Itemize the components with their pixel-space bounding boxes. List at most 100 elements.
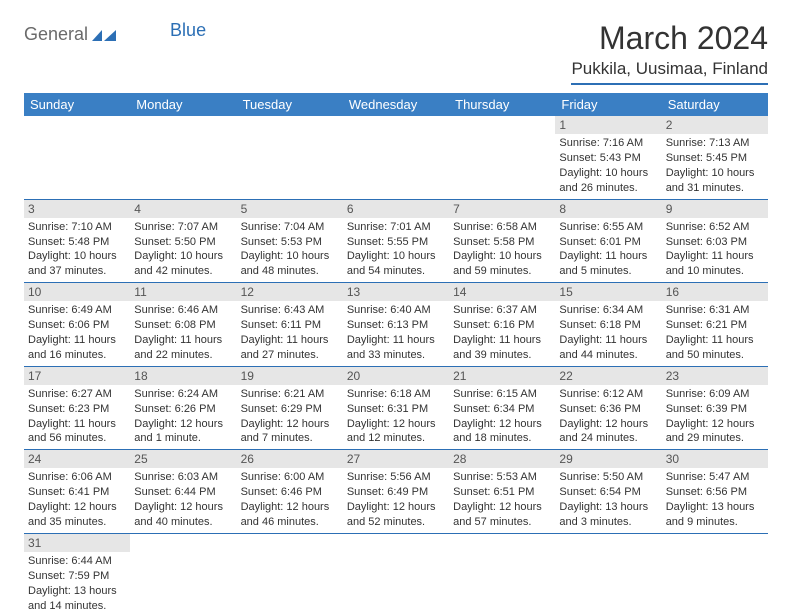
calendar-table: Sunday Monday Tuesday Wednesday Thursday… xyxy=(24,93,768,616)
sunset-text: Sunset: 5:53 PM xyxy=(241,235,339,250)
day-details: Sunrise: 6:27 AMSunset: 6:23 PMDaylight:… xyxy=(24,385,130,449)
daylight-text: Daylight: 13 hours and 9 minutes. xyxy=(666,500,764,530)
daylight-text: Daylight: 11 hours and 33 minutes. xyxy=(347,333,445,363)
day-number: 16 xyxy=(662,283,768,301)
sunset-text: Sunset: 6:21 PM xyxy=(666,318,764,333)
sunrise-text: Sunrise: 6:15 AM xyxy=(453,387,551,402)
sunrise-text: Sunrise: 6:52 AM xyxy=(666,220,764,235)
sunset-text: Sunset: 6:13 PM xyxy=(347,318,445,333)
sunrise-text: Sunrise: 6:24 AM xyxy=(134,387,232,402)
calendar-cell: 2Sunrise: 7:13 AMSunset: 5:45 PMDaylight… xyxy=(662,116,768,199)
daylight-text: Daylight: 11 hours and 56 minutes. xyxy=(28,417,126,447)
sunrise-text: Sunrise: 6:18 AM xyxy=(347,387,445,402)
day-details: Sunrise: 5:53 AMSunset: 6:51 PMDaylight:… xyxy=(449,468,555,532)
brand-logo: General Blue xyxy=(24,24,206,45)
day-details: Sunrise: 5:56 AMSunset: 6:49 PMDaylight:… xyxy=(343,468,449,532)
day-details: Sunrise: 6:09 AMSunset: 6:39 PMDaylight:… xyxy=(662,385,768,449)
calendar-cell: 23Sunrise: 6:09 AMSunset: 6:39 PMDayligh… xyxy=(662,366,768,450)
daylight-text: Daylight: 11 hours and 50 minutes. xyxy=(666,333,764,363)
calendar-cell: 26Sunrise: 6:00 AMSunset: 6:46 PMDayligh… xyxy=(237,450,343,534)
sunrise-text: Sunrise: 6:37 AM xyxy=(453,303,551,318)
calendar-cell: 28Sunrise: 5:53 AMSunset: 6:51 PMDayligh… xyxy=(449,450,555,534)
day-number: 7 xyxy=(449,200,555,218)
day-details: Sunrise: 7:13 AMSunset: 5:45 PMDaylight:… xyxy=(662,134,768,198)
day-details: Sunrise: 6:34 AMSunset: 6:18 PMDaylight:… xyxy=(555,301,661,365)
calendar-cell: 16 Sunrise: 6:31 AMSunset: 6:21 PMDayligh… xyxy=(662,283,768,367)
calendar-cell xyxy=(237,533,343,616)
calendar-cell: 7Sunrise: 6:58 AMSunset: 5:58 PMDaylight… xyxy=(449,199,555,283)
day-number: 8 xyxy=(555,200,661,218)
sunrise-text: Sunrise: 6:40 AM xyxy=(347,303,445,318)
calendar-cell: 21Sunrise: 6:15 AMSunset: 6:34 PMDayligh… xyxy=(449,366,555,450)
sunrise-text: Sunrise: 7:13 AM xyxy=(666,136,764,151)
calendar-cell xyxy=(662,533,768,616)
sunrise-text: Sunrise: 6:58 AM xyxy=(453,220,551,235)
daylight-text: Daylight: 12 hours and 24 minutes. xyxy=(559,417,657,447)
calendar-week-row: 17Sunrise: 6:27 AMSunset: 6:23 PMDayligh… xyxy=(24,366,768,450)
location-text: Pukkila, Uusimaa, Finland xyxy=(571,59,768,85)
calendar-cell xyxy=(343,533,449,616)
calendar-cell: 19Sunrise: 6:21 AMSunset: 6:29 PMDayligh… xyxy=(237,366,343,450)
day-details: Sunrise: 6:55 AMSunset: 6:01 PMDaylight:… xyxy=(555,218,661,282)
sunset-text: Sunset: 6:46 PM xyxy=(241,485,339,500)
sunset-text: Sunset: 6:29 PM xyxy=(241,402,339,417)
day-number: 30 xyxy=(662,450,768,468)
day-number: 31 xyxy=(24,534,130,552)
calendar-week-row: 3Sunrise: 7:10 AMSunset: 5:48 PMDaylight… xyxy=(24,199,768,283)
daylight-text: Daylight: 10 hours and 37 minutes. xyxy=(28,249,126,279)
day-header: Sunday xyxy=(24,93,130,116)
sunset-text: Sunset: 6:03 PM xyxy=(666,235,764,250)
sunrise-text: Sunrise: 6:31 AM xyxy=(666,303,764,318)
calendar-cell: 27Sunrise: 5:56 AMSunset: 6:49 PMDayligh… xyxy=(343,450,449,534)
day-number: 15 xyxy=(555,283,661,301)
daylight-text: Daylight: 11 hours and 10 minutes. xyxy=(666,249,764,279)
day-number: 10 xyxy=(24,283,130,301)
day-details: Sunrise: 6:52 AMSunset: 6:03 PMDaylight:… xyxy=(662,218,768,282)
calendar-cell: 13 Sunrise: 6:40 AMSunset: 6:13 PMDayligh… xyxy=(343,283,449,367)
calendar-cell: 30Sunrise: 5:47 AMSunset: 6:56 PMDayligh… xyxy=(662,450,768,534)
day-number: 11 xyxy=(130,283,236,301)
sunset-text: Sunset: 6:56 PM xyxy=(666,485,764,500)
daylight-text: Daylight: 12 hours and 35 minutes. xyxy=(28,500,126,530)
day-header: Monday xyxy=(130,93,236,116)
sunrise-text: Sunrise: 6:44 AM xyxy=(28,554,126,569)
calendar-cell: 1Sunrise: 7:16 AMSunset: 5:43 PMDaylight… xyxy=(555,116,661,199)
day-details: Sunrise: 6:24 AMSunset: 6:26 PMDaylight:… xyxy=(130,385,236,449)
calendar-cell: 15Sunrise: 6:34 AMSunset: 6:18 PMDayligh… xyxy=(555,283,661,367)
day-details: Sunrise: 6:18 AMSunset: 6:31 PMDaylight:… xyxy=(343,385,449,449)
day-details: Sunrise: 6:49 AMSunset: 6:06 PMDaylight:… xyxy=(24,301,130,365)
calendar-cell: 4Sunrise: 7:07 AMSunset: 5:50 PMDaylight… xyxy=(130,199,236,283)
calendar-week-row: 24Sunrise: 6:06 AMSunset: 6:41 PMDayligh… xyxy=(24,450,768,534)
calendar-cell: 14Sunrise: 6:37 AMSunset: 6:16 PMDayligh… xyxy=(449,283,555,367)
daylight-text: Daylight: 10 hours and 31 minutes. xyxy=(666,166,764,196)
day-number: 3 xyxy=(24,200,130,218)
daylight-text: Daylight: 10 hours and 42 minutes. xyxy=(134,249,232,279)
sunrise-text: Sunrise: 7:07 AM xyxy=(134,220,232,235)
day-number: 6 xyxy=(343,200,449,218)
calendar-week-row: 31Sunrise: 6:44 AMSunset: 7:59 PMDayligh… xyxy=(24,533,768,616)
day-number: 22 xyxy=(555,367,661,385)
day-number: 25 xyxy=(130,450,236,468)
sunrise-text: Sunrise: 6:03 AM xyxy=(134,470,232,485)
sunrise-text: Sunrise: 6:49 AM xyxy=(28,303,126,318)
day-details: Sunrise: 5:47 AMSunset: 6:56 PMDaylight:… xyxy=(662,468,768,532)
day-details: Sunrise: 6:00 AMSunset: 6:46 PMDaylight:… xyxy=(237,468,343,532)
daylight-text: Daylight: 11 hours and 22 minutes. xyxy=(134,333,232,363)
sunrise-text: Sunrise: 6:43 AM xyxy=(241,303,339,318)
daylight-text: Daylight: 13 hours and 3 minutes. xyxy=(559,500,657,530)
sunset-text: Sunset: 6:11 PM xyxy=(241,318,339,333)
calendar-week-row: 10Sunrise: 6:49 AMSunset: 6:06 PMDayligh… xyxy=(24,283,768,367)
sunrise-text: Sunrise: 6:27 AM xyxy=(28,387,126,402)
day-number: 13 xyxy=(343,283,449,301)
daylight-text: Daylight: 10 hours and 54 minutes. xyxy=(347,249,445,279)
calendar-cell: 29Sunrise: 5:50 AMSunset: 6:54 PMDayligh… xyxy=(555,450,661,534)
calendar-cell xyxy=(130,116,236,199)
daylight-text: Daylight: 12 hours and 12 minutes. xyxy=(347,417,445,447)
page-header: General Blue March 2024 Pukkila, Uusimaa… xyxy=(24,20,768,85)
daylight-text: Daylight: 12 hours and 29 minutes. xyxy=(666,417,764,447)
sunrise-text: Sunrise: 6:34 AM xyxy=(559,303,657,318)
sunset-text: Sunset: 6:06 PM xyxy=(28,318,126,333)
calendar-cell: 18Sunrise: 6:24 AMSunset: 6:26 PMDayligh… xyxy=(130,366,236,450)
calendar-cell xyxy=(449,533,555,616)
day-number: 18 xyxy=(130,367,236,385)
